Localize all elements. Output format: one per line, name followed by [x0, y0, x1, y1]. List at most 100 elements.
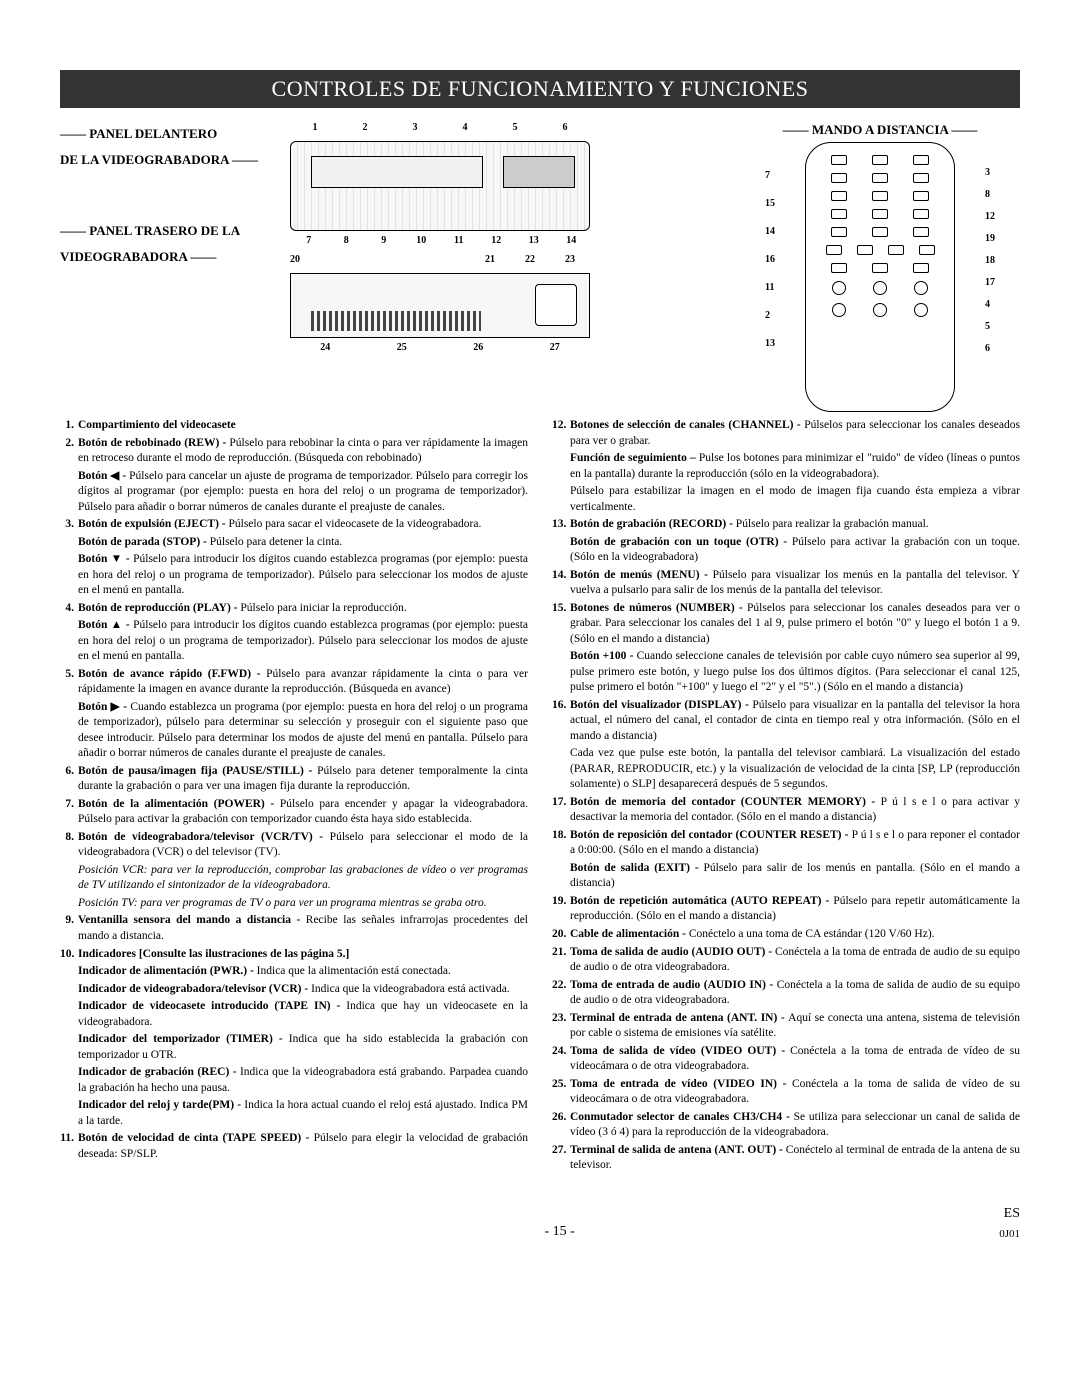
rear-top-right-labels: 212223 — [470, 254, 590, 265]
list-item-body: Botón de menús (MENU) - Púlselo para vis… — [570, 568, 1020, 599]
list-item: 19.Botón de repetición automática (AUTO … — [552, 894, 1020, 925]
right-column: 12.Botones de selección de canales (CHAN… — [552, 418, 1020, 1176]
diagram-callout-number: 21 — [470, 254, 510, 265]
list-item: 23.Terminal de entrada de antena (ANT. I… — [552, 1011, 1020, 1042]
list-item-sub-text: Púlselo para introducir los dígitos cuan… — [78, 553, 528, 596]
doc-code: 0J01 — [999, 1228, 1020, 1240]
list-item-body: Botón de pausa/imagen fija (PAUSE/STILL)… — [78, 764, 528, 795]
list-item-sub-lead: Función de seguimiento – — [570, 452, 699, 464]
list-item-sub-lead: Botón ▼ - — [78, 553, 133, 565]
list-item-number: 3. — [60, 517, 78, 599]
remote-callout-number: 3 — [985, 162, 995, 184]
remote-column: MANDO A DISTANCIA 715141611213 381219181… — [710, 122, 1020, 412]
list-item: 16.Botón del visualizador (DISPLAY) - Pú… — [552, 698, 1020, 793]
list-item-number: 6. — [60, 764, 78, 795]
diagram-callout-number: 25 — [367, 342, 438, 353]
list-item-body: Botón de reposición del contador (COUNTE… — [570, 828, 1020, 892]
diagram-callout-number: 26 — [443, 342, 514, 353]
diagram-callout-number: 10 — [403, 235, 441, 246]
list-item-lead: Toma de entrada de vídeo (VIDEO IN) - — [570, 1078, 792, 1090]
list-item-number: 8. — [60, 830, 78, 912]
list-item: 15.Botones de números (NUMBER) - Púlselo… — [552, 601, 1020, 696]
list-item-lead: Cable de alimentación - — [570, 928, 689, 940]
left-headings-column: —— PANEL DELANTERO DE LA VIDEOGRABADORA … — [60, 122, 290, 412]
list-item-lead: Botones de números (NUMBER) - — [570, 602, 747, 614]
front-panel-heading-line2: DE LA VIDEOGRABADORA —— — [60, 152, 290, 168]
list-item-lead: Botón de velocidad de cinta (TAPE SPEED)… — [78, 1132, 314, 1144]
list-item-body: Ventanilla sensora del mando a distancia… — [78, 913, 528, 944]
right-list: 12.Botones de selección de canales (CHAN… — [552, 418, 1020, 1174]
list-item-number: 7. — [60, 797, 78, 828]
list-item-lead: Ventanilla sensora del mando a distancia… — [78, 914, 306, 926]
center-diagrams-column: 123456 7891011121314 20 212223 24252627 — [290, 122, 710, 412]
diagram-callout-number: 1 — [290, 122, 340, 133]
list-item-sub-text: Púlselo para cancelar un ajuste de progr… — [78, 470, 528, 513]
diagram-callout-number: 23 — [550, 254, 590, 265]
list-item: 17.Botón de memoria del contador (COUNTE… — [552, 795, 1020, 826]
list-item-number: 11. — [60, 1131, 78, 1162]
remote-callout-number: 5 — [985, 316, 995, 338]
diagram-callout-number: 2 — [340, 122, 390, 133]
list-item-sub-text: Cuando seleccione canales de televisión … — [570, 650, 1020, 693]
list-item-lead: Botón de rebobinado (REW) - — [78, 437, 229, 449]
list-item: 21.Toma de salida de audio (AUDIO OUT) -… — [552, 945, 1020, 976]
list-item: 27.Terminal de salida de antena (ANT. OU… — [552, 1143, 1020, 1174]
list-item-number: 25. — [552, 1077, 570, 1108]
list-item-body: Terminal de salida de antena (ANT. OUT) … — [570, 1143, 1020, 1174]
list-item-number: 22. — [552, 978, 570, 1009]
list-item: 12.Botones de selección de canales (CHAN… — [552, 418, 1020, 515]
list-item-number: 18. — [552, 828, 570, 892]
list-item-body: Botón del visualizador (DISPLAY) - Púlse… — [570, 698, 1020, 793]
front-bottom-labels: 7891011121314 — [290, 235, 590, 246]
list-item-body: Terminal de entrada de antena (ANT. IN) … — [570, 1011, 1020, 1042]
remote-heading: MANDO A DISTANCIA — [740, 122, 1020, 138]
list-item-lead: Botón de pausa/imagen fija (PAUSE/STILL)… — [78, 765, 317, 777]
list-item: 5.Botón de avance rápido (F.FWD) - Púlse… — [60, 667, 528, 762]
list-item: 6.Botón de pausa/imagen fija (PAUSE/STIL… — [60, 764, 528, 795]
page-number: - 15 - — [120, 1224, 999, 1240]
list-item-number: 4. — [60, 601, 78, 665]
diagram-callout-number: 7 — [290, 235, 328, 246]
rear-panel-heading-line1: —— PANEL TRASERO DE LA — [60, 223, 290, 239]
list-item-number: 16. — [552, 698, 570, 793]
list-item: 2.Botón de rebobinado (REW) - Púlselo pa… — [60, 436, 528, 516]
diagram-callout-number: 4 — [440, 122, 490, 133]
list-item-number: 13. — [552, 517, 570, 566]
list-item-text: Púlselo para realizar la grabación manua… — [736, 518, 929, 530]
diagram-callout-number: 3 — [390, 122, 440, 133]
list-item: 18.Botón de reposición del contador (COU… — [552, 828, 1020, 892]
remote-callout-number: 18 — [985, 250, 995, 272]
list-item-number: 20. — [552, 927, 570, 943]
diagram-callout-number: 24 — [290, 342, 361, 353]
left-list: 1.Compartimiento del videocasete2.Botón … — [60, 418, 528, 1162]
diagram-callout-number: 5 — [490, 122, 540, 133]
list-item: 13.Botón de grabación (RECORD) - Púlselo… — [552, 517, 1020, 566]
list-item-lead: Botón de grabación (RECORD) - — [570, 518, 736, 530]
list-item-number: 12. — [552, 418, 570, 515]
list-item-sub-lead: Indicador de videograbadora/televisor (V… — [78, 983, 311, 995]
list-item-lead: Botón del visualizador (DISPLAY) - — [570, 699, 752, 711]
list-item-sub-text: Cuando establezca un programa (por ejemp… — [78, 701, 528, 760]
list-item-sub-text: Posición TV: para ver programas de TV o … — [78, 897, 487, 909]
list-item-body: Botón de velocidad de cinta (TAPE SPEED)… — [78, 1131, 528, 1162]
top-diagram-section: —— PANEL DELANTERO DE LA VIDEOGRABADORA … — [60, 122, 1020, 412]
list-item-lead: Botón de menús (MENU) - — [570, 569, 713, 581]
list-item-body: Indicadores [Consulte las ilustraciones … — [78, 947, 528, 1130]
list-item-lead: Botón de memoria del contador (COUNTER M… — [570, 796, 881, 808]
diagram-callout-number: 8 — [328, 235, 366, 246]
list-item-body: Botón de rebobinado (REW) - Púlselo para… — [78, 436, 528, 516]
list-item-number: 9. — [60, 913, 78, 944]
diagram-callout-number: 11 — [440, 235, 478, 246]
list-item-sub-lead: Botón de salida (EXIT) - — [570, 862, 704, 874]
list-item-body: Toma de entrada de vídeo (VIDEO IN) - Co… — [570, 1077, 1020, 1108]
front-top-labels: 123456 — [290, 122, 590, 133]
list-item-lead: Botón de videograbadora/televisor (VCR/T… — [78, 831, 330, 843]
language-code: ES — [999, 1206, 1020, 1222]
remote-callout-number: 7 — [765, 162, 775, 190]
list-item-lead: Botón de reproducción (PLAY) - — [78, 602, 240, 614]
list-item-number: 14. — [552, 568, 570, 599]
remote-diagram — [805, 142, 955, 412]
list-item-number: 24. — [552, 1044, 570, 1075]
list-item-body: Botón de expulsión (EJECT) - Púlselo par… — [78, 517, 528, 599]
list-item-body: Botón de avance rápido (F.FWD) - Púlselo… — [78, 667, 528, 762]
